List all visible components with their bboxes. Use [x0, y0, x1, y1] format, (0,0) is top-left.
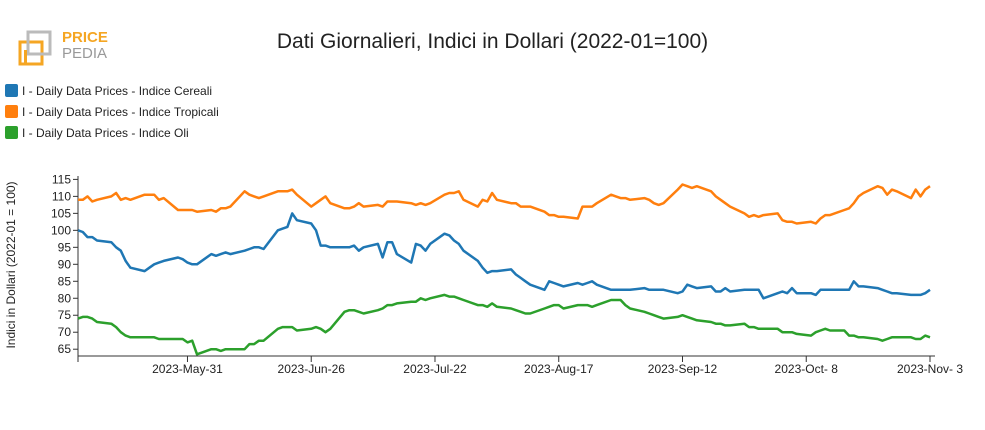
pricepedia-logo: PRICE PEDIA [18, 29, 108, 66]
legend-label: I - Daily Data Prices - Indice Tropicali [22, 104, 219, 119]
legend-item[interactable]: I - Daily Data Prices - Indice Tropicali [5, 101, 219, 122]
y-tick-label: 80 [58, 291, 72, 305]
x-tick-label: 2023-May-31 [152, 362, 223, 376]
legend-label: I - Daily Data Prices - Indice Cereali [22, 83, 213, 98]
x-tick-label: 2023-Aug-17 [524, 362, 594, 376]
y-tick-label: 105 [51, 206, 71, 220]
y-tick-label: 115 [52, 172, 71, 186]
x-tick-label: 2023-Jun-26 [278, 362, 346, 376]
legend-swatch [5, 84, 18, 97]
legend-item[interactable]: I - Daily Data Prices - Indice Oli [5, 122, 219, 143]
series-line-0 [77, 212, 931, 300]
legend-swatch [5, 126, 18, 139]
x-tick-label: 2023-Oct- 8 [775, 362, 839, 376]
chart-title: Dati Giornalieri, Indici in Dollari (202… [276, 30, 709, 53]
y-tick-label: 65 [58, 342, 72, 356]
legend-item[interactable]: I - Daily Data Prices - Indice Cereali [5, 80, 219, 101]
y-tick-label: 100 [51, 223, 71, 237]
x-tick-label: 2023-Nov- 3 [897, 362, 963, 376]
logo-text-bottom: PEDIA [62, 45, 107, 62]
y-tick-label: 110 [52, 189, 71, 203]
y-tick-label: 90 [58, 257, 72, 271]
y-tick-label: 85 [58, 274, 72, 288]
logo-text-top: PRICE [62, 29, 108, 46]
series-line-2 [77, 293, 931, 356]
y-axis-label: Indici in Dollari (2022-01 = 100) [4, 181, 18, 348]
x-tick-label: 2023-Jul-22 [403, 362, 467, 376]
y-tick-label: 95 [58, 240, 72, 254]
y-tick-label: 70 [58, 325, 72, 339]
y-tick-label: 75 [58, 308, 72, 322]
legend: I - Daily Data Prices - Indice Cereali I … [5, 80, 219, 143]
x-tick-label: 2023-Sep-12 [648, 362, 718, 376]
legend-swatch [5, 105, 18, 118]
series-line-1 [78, 183, 931, 225]
legend-label: I - Daily Data Prices - Indice Oli [22, 125, 189, 140]
